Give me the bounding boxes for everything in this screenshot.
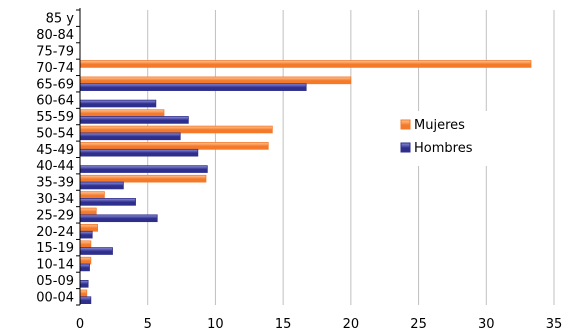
x-tick-label: 10 (207, 317, 224, 332)
y-tick-label: 40-44 (36, 159, 74, 174)
legend-label-mujeres: Mujeres (414, 118, 465, 133)
bar-mujeres-00-04 (79, 289, 88, 298)
y-tick-label: 25-29 (36, 208, 74, 223)
y-tick-label: 80-84 (36, 28, 74, 43)
y-tick-label: 70-74 (36, 61, 74, 76)
y-tick-label: 20-24 (36, 225, 74, 240)
bars (79, 60, 532, 305)
gridlines (147, 10, 555, 305)
bar-mujeres-30-34 (79, 191, 105, 199)
bar-hombres-20-24 (79, 230, 93, 239)
axes (76, 8, 81, 306)
bar-hombres-05-09 (79, 280, 89, 288)
bar-mujeres-65-69 (79, 76, 352, 85)
y-tick-label: 55-59 (36, 110, 74, 125)
x-tick-label: 30 (478, 317, 495, 332)
bar-hombres-50-54 (79, 132, 181, 141)
x-tick-label: 15 (275, 317, 292, 332)
bar-hombres-60-64 (79, 99, 157, 108)
bar-mujeres-25-29 (79, 207, 97, 216)
y-tick-label: 65-69 (36, 77, 74, 92)
x-tick-label: 0 (76, 317, 84, 332)
bar-mujeres-55-59 (79, 109, 165, 117)
legend: Mujeres Hombres (388, 111, 492, 166)
bar-hombres-15-19 (79, 247, 113, 255)
bar-mujeres-20-24 (79, 224, 99, 232)
bar-hombres-00-04 (79, 296, 92, 305)
bar-mujeres-10-14 (79, 256, 92, 265)
bar-mujeres-70-74 (79, 60, 532, 68)
y-tick-label: 85 y (46, 12, 75, 27)
x-tick-label: 25 (410, 317, 427, 332)
bar-mujeres-35-39 (79, 174, 207, 183)
bar-mujeres-50-54 (79, 125, 273, 134)
y-tick-label: 30-34 (36, 192, 74, 207)
y-tick-label: 50-54 (36, 126, 74, 141)
y-tick-label: 00-04 (36, 290, 74, 305)
legend-swatch-hombres (400, 142, 411, 153)
y-tick-label: 10-14 (36, 258, 74, 273)
y-tick-label: 35-39 (36, 176, 74, 191)
bar-mujeres-45-49 (79, 142, 269, 150)
y-tick-label: 45-49 (36, 143, 74, 158)
x-tick-label: 35 (546, 317, 563, 332)
bar-hombres-25-29 (79, 214, 158, 223)
bar-hombres-55-59 (79, 116, 189, 124)
y-tick-label: 75-79 (36, 44, 74, 59)
bar-hombres-45-49 (79, 148, 199, 157)
y-tick-label: 60-64 (36, 94, 74, 109)
y-tick-label: 05-09 (36, 274, 74, 289)
bar-hombres-65-69 (79, 83, 307, 91)
bar-hombres-10-14 (79, 263, 90, 272)
bar-hombres-40-44 (79, 165, 208, 173)
bar-mujeres-15-19 (79, 240, 92, 249)
legend-swatch-mujeres (400, 119, 411, 130)
x-tick-labels: 0 5 10 15 20 25 30 35 (76, 317, 562, 332)
bar-hombres-30-34 (79, 198, 136, 206)
x-tick-label: 5 (144, 317, 152, 332)
y-tick-label: 15-19 (36, 241, 74, 256)
legend-label-hombres: Hombres (414, 141, 473, 156)
bar-hombres-35-39 (79, 181, 124, 190)
x-tick-label: 20 (343, 317, 360, 332)
